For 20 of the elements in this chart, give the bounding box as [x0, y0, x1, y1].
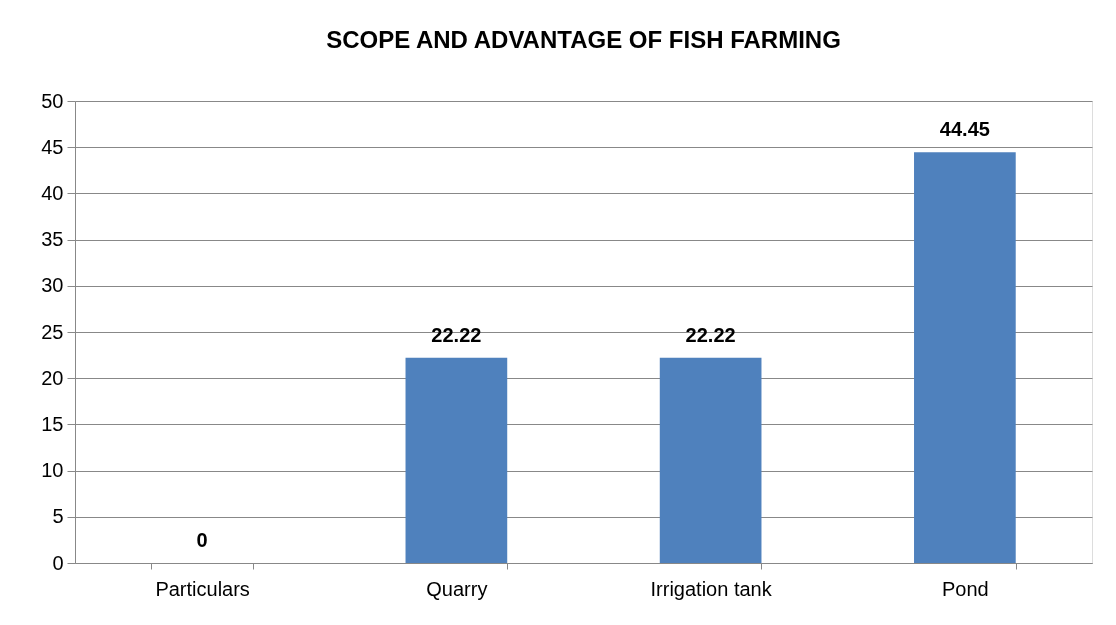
y-tick-label: 10	[41, 459, 64, 482]
y-tick-label: 0	[52, 551, 64, 574]
y-tick-label: 45	[41, 135, 64, 158]
chart-title: SCOPE AND ADVANTAGE OF FISH FARMING	[326, 26, 841, 53]
x-tick-label: Quarry	[426, 577, 488, 600]
y-tick-label: 35	[41, 228, 64, 251]
data-label: 22.22	[685, 323, 736, 346]
x-tick-label: Irrigation tank	[650, 577, 773, 600]
data-label: 22.22	[431, 323, 482, 346]
data-label: 0	[196, 529, 208, 551]
y-tick-label: 30	[41, 274, 64, 297]
y-tick-label: 50	[41, 89, 64, 112]
y-tick-label: 40	[41, 181, 64, 204]
data-label: 44.45	[939, 118, 990, 141]
x-tick-label: Particulars	[155, 577, 250, 600]
y-tick-label: 5	[52, 505, 64, 528]
y-tick-label: 15	[41, 412, 64, 435]
x-tick-label: Pond	[942, 577, 989, 600]
y-tick-label: 20	[41, 366, 64, 389]
y-tick-label: 25	[41, 320, 64, 343]
